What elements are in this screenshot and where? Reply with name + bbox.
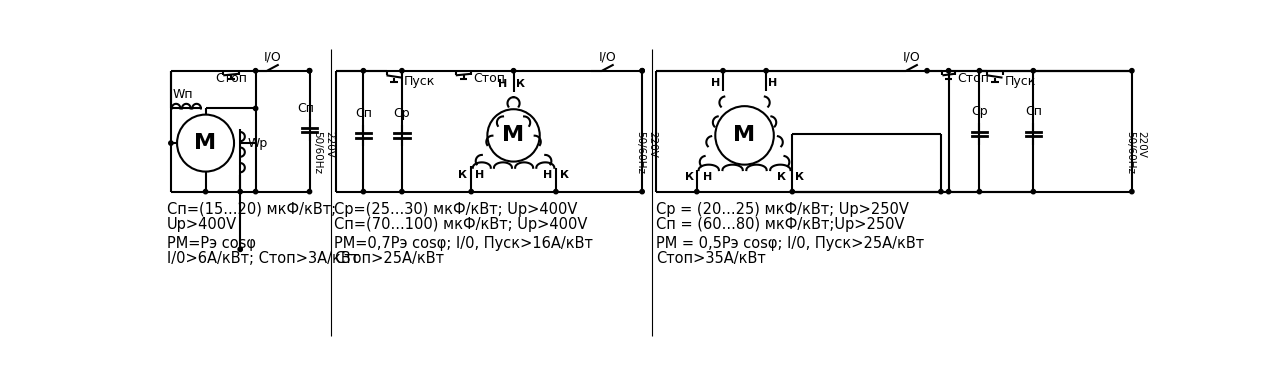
Text: 220V
50/60Hz: 220V 50/60Hz [635, 131, 657, 174]
Text: Cп=(15...20) мкФ/кВт;: Cп=(15...20) мкФ/кВт; [168, 202, 337, 217]
Text: Н: Н [703, 172, 712, 182]
Text: Н: Н [543, 170, 552, 180]
Text: Cр=(25...30) мкФ/кВт; Uр>400V: Cр=(25...30) мкФ/кВт; Uр>400V [334, 202, 577, 217]
Circle shape [361, 189, 366, 194]
Circle shape [307, 189, 311, 194]
Text: К: К [686, 172, 695, 182]
Circle shape [204, 189, 207, 194]
Circle shape [468, 189, 474, 194]
Text: К: К [795, 172, 804, 182]
Text: Стоп: Стоп [215, 72, 247, 85]
Text: Wр: Wр [248, 137, 268, 150]
Text: Сп: Сп [297, 102, 314, 114]
Circle shape [253, 106, 257, 111]
Circle shape [1032, 189, 1036, 194]
Circle shape [238, 189, 242, 194]
Text: К: К [559, 170, 568, 180]
Circle shape [253, 189, 257, 194]
Circle shape [307, 69, 311, 73]
Text: I/0>6А/кВт; Стоп>3А/кВт: I/0>6А/кВт; Стоп>3А/кВт [168, 251, 360, 266]
Text: Н: Н [475, 170, 484, 180]
Text: Сп: Сп [355, 107, 372, 120]
Text: М: М [503, 126, 525, 146]
Circle shape [977, 69, 982, 73]
Circle shape [399, 189, 404, 194]
Text: Ср: Ср [393, 107, 410, 120]
Circle shape [253, 69, 257, 73]
Circle shape [238, 247, 242, 252]
Circle shape [307, 69, 311, 73]
Circle shape [361, 69, 366, 73]
Text: Cп = (60...80) мкФ/кВт;Uр>250V: Cп = (60...80) мкФ/кВт;Uр>250V [657, 217, 905, 232]
Text: Стоп>25А/кВт: Стоп>25А/кВт [334, 251, 444, 266]
Text: Cп=(70...100) мкФ/кВт; Uр>400V: Cп=(70...100) мкФ/кВт; Uр>400V [334, 217, 588, 232]
Text: М: М [733, 126, 755, 146]
Circle shape [977, 189, 982, 194]
Text: Uр>400V: Uр>400V [168, 217, 237, 232]
Text: Ср: Ср [972, 106, 988, 118]
Circle shape [925, 69, 929, 73]
Text: PМ=0,7Pэ cosφ; I/0, Пуск>16А/кВт: PМ=0,7Pэ cosφ; I/0, Пуск>16А/кВт [334, 236, 593, 251]
Text: Н: Н [712, 78, 721, 88]
Text: 220V
50/60Hz: 220V 50/60Hz [312, 131, 334, 174]
Circle shape [764, 69, 768, 73]
Circle shape [1130, 69, 1134, 73]
Circle shape [1130, 189, 1134, 194]
Text: Н: Н [498, 79, 507, 89]
Circle shape [640, 69, 644, 73]
Text: Стоп: Стоп [957, 72, 989, 85]
Circle shape [938, 189, 943, 194]
Text: PМ = 0,5Pэ cosφ; I/0, Пуск>25А/кВт: PМ = 0,5Pэ cosφ; I/0, Пуск>25А/кВт [657, 236, 924, 251]
Circle shape [1032, 69, 1036, 73]
Text: Cр = (20...25) мкФ/кВт; Uр>250V: Cр = (20...25) мкФ/кВт; Uр>250V [657, 202, 909, 217]
Circle shape [695, 189, 699, 194]
Text: К: К [777, 172, 786, 182]
Circle shape [554, 189, 558, 194]
Circle shape [640, 189, 644, 194]
Text: Wп: Wп [172, 88, 193, 101]
Circle shape [640, 69, 644, 73]
Text: Стоп: Стоп [474, 72, 506, 85]
Text: Стоп>35А/кВт: Стоп>35А/кВт [657, 251, 765, 266]
Text: К: К [458, 170, 467, 180]
Text: I/O: I/O [599, 50, 617, 63]
Text: К: К [516, 79, 525, 89]
Text: I/O: I/O [902, 50, 920, 63]
Circle shape [721, 69, 726, 73]
Circle shape [399, 69, 404, 73]
Text: 220V
50/60Hz: 220V 50/60Hz [1125, 131, 1147, 174]
Text: Н: Н [768, 78, 778, 88]
Text: PМ=Pэ cosφ: PМ=Pэ cosφ [168, 236, 256, 251]
Text: М: М [195, 133, 216, 153]
Circle shape [512, 69, 516, 73]
Circle shape [946, 189, 951, 194]
Text: I/O: I/O [264, 50, 282, 63]
Circle shape [169, 141, 173, 145]
Text: Пуск: Пуск [1005, 74, 1037, 88]
Circle shape [946, 69, 951, 73]
Circle shape [790, 189, 795, 194]
Text: Сп: Сп [1025, 106, 1042, 118]
Text: Пуск: Пуск [404, 74, 435, 88]
